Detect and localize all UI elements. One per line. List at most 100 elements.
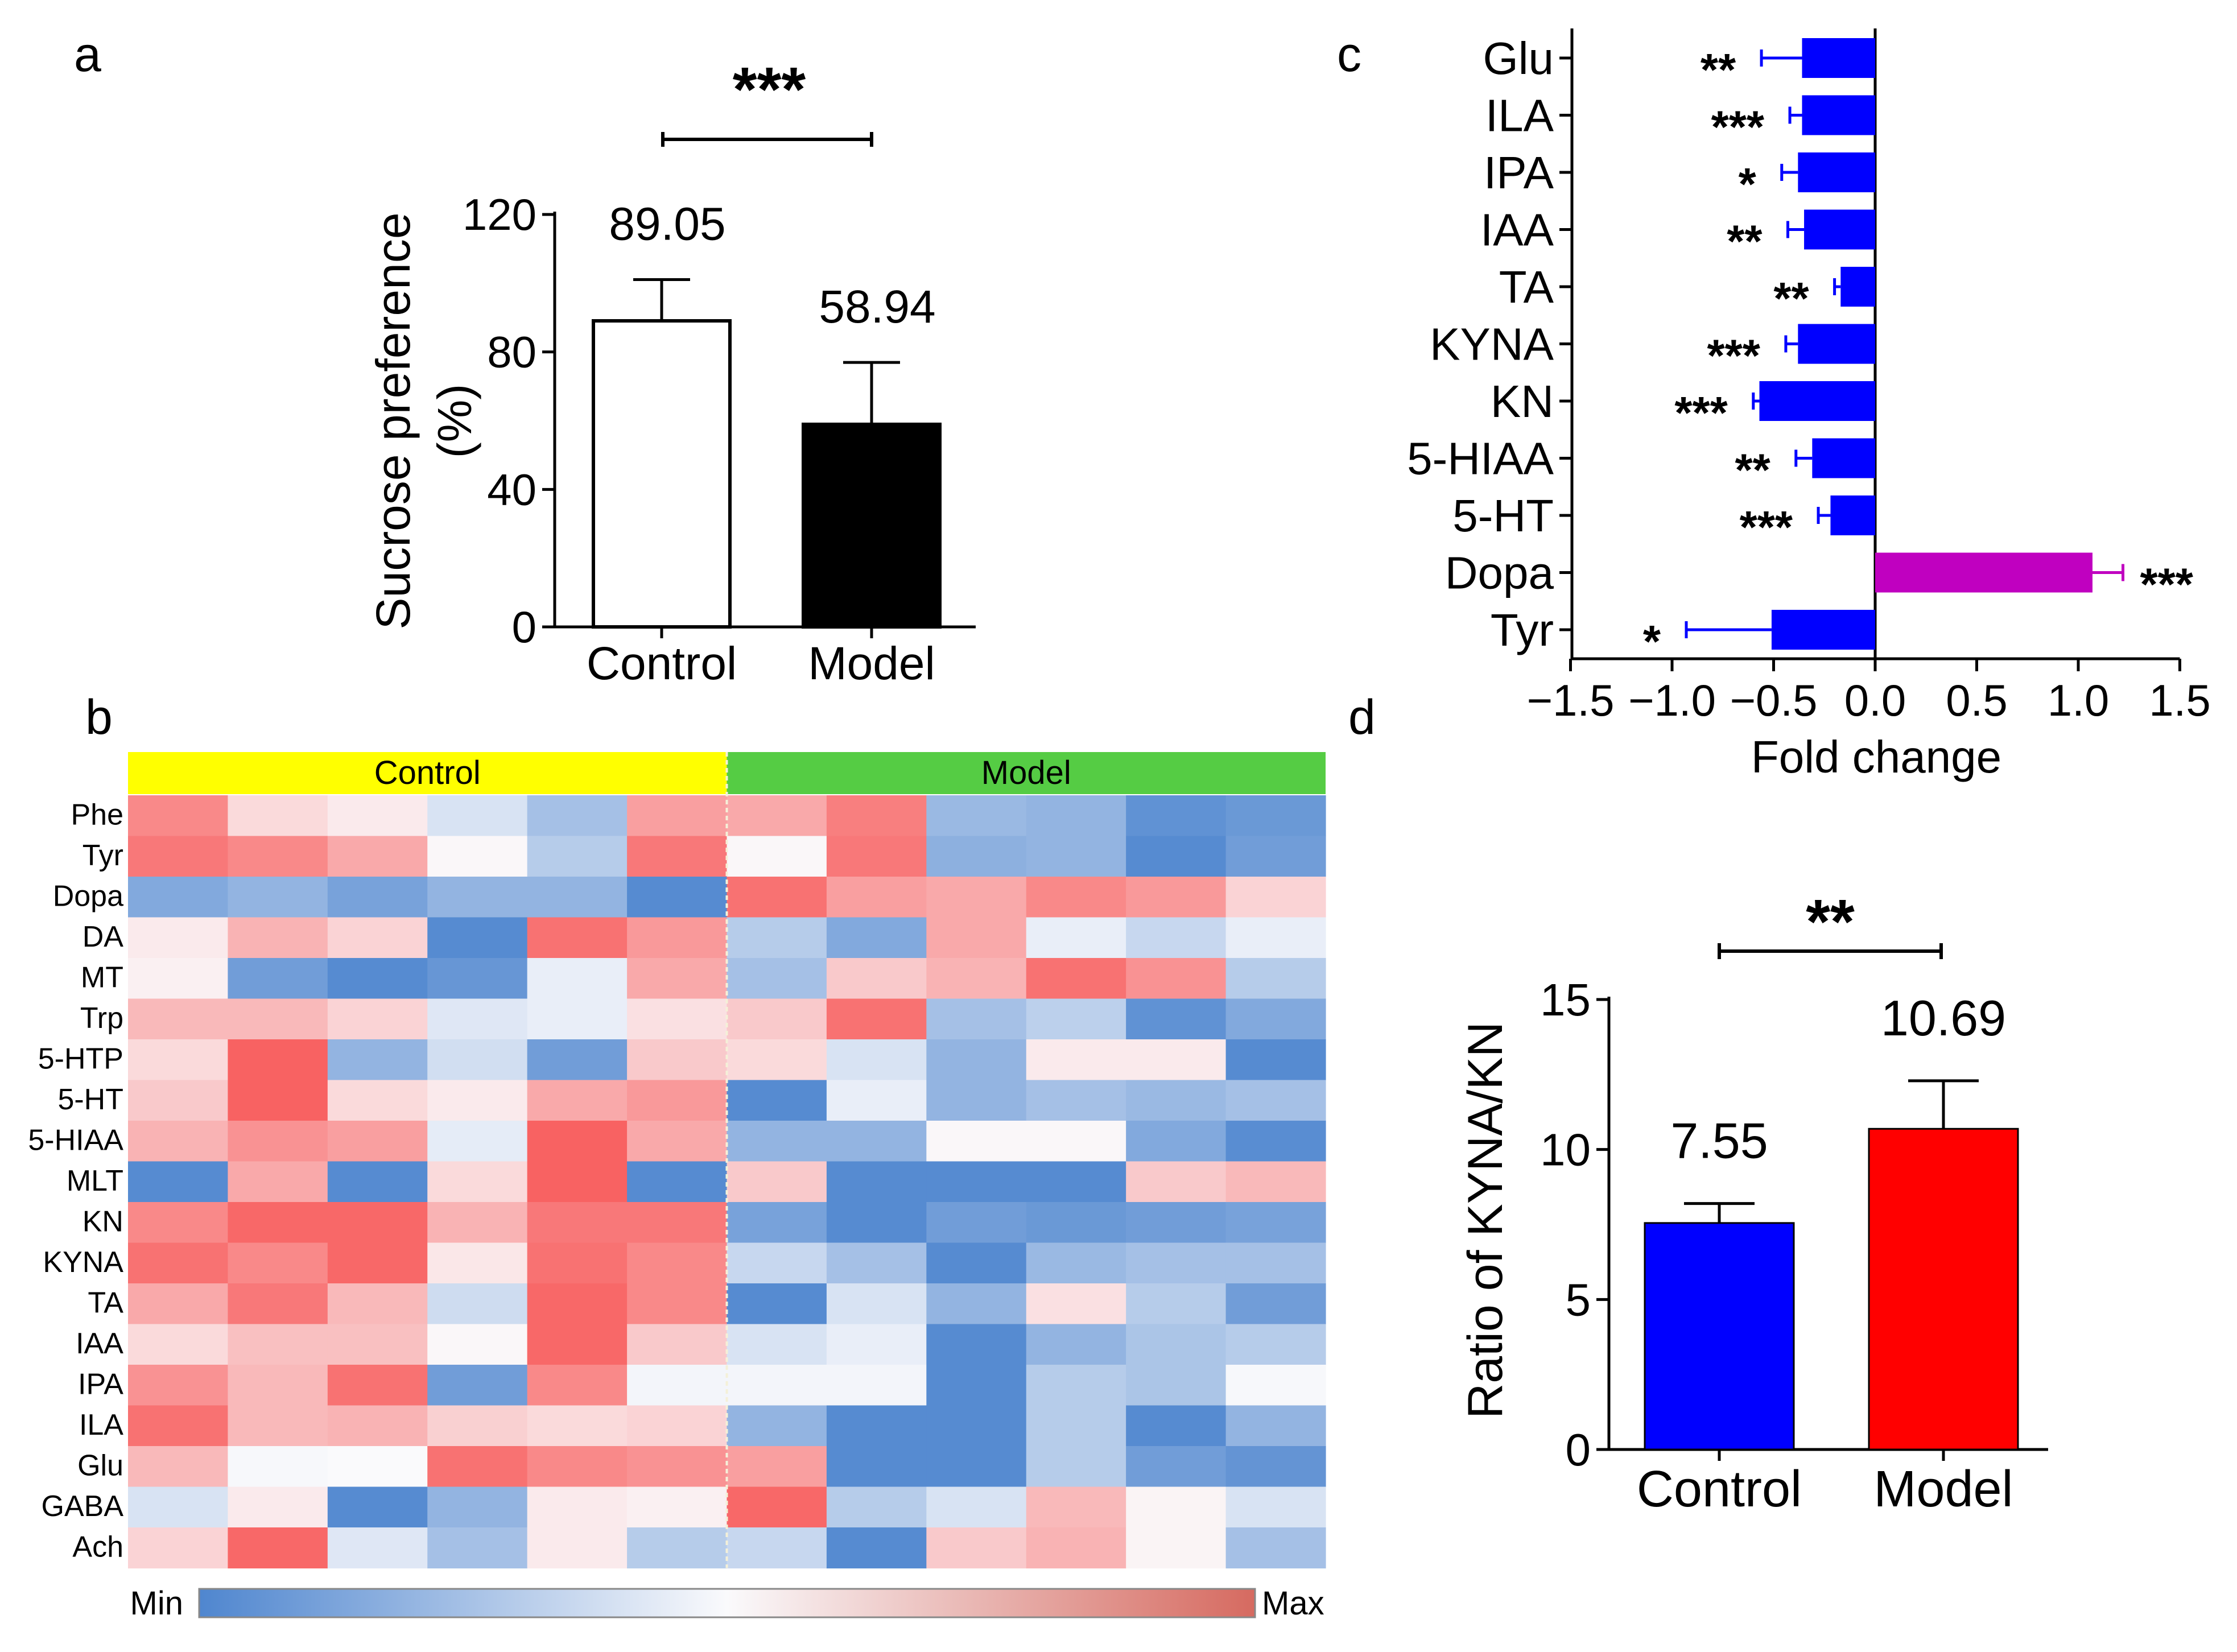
heatmap-row-label: 5-HIAA [28,1124,123,1157]
heatmap-cell [926,1324,1027,1365]
heatmap-cell [327,1283,428,1325]
heatmap-row-label: Dopa [53,879,123,912]
heatmap-cell [128,958,229,1000]
heatmap-cell [627,836,728,877]
heatmap-cell [128,1161,229,1203]
heatmap-row-label: KN [82,1205,123,1238]
heatmap-cell [527,1039,628,1081]
heatmap-cell [228,1324,328,1365]
heatmap-row-label: 5-HT [57,1083,123,1116]
category-label-c: 5-HT [1452,490,1554,541]
heatmap-cell [427,1405,528,1447]
heatmap-cell [926,1283,1027,1325]
heatmap-cell [826,917,927,959]
heatmap-cell [427,1121,528,1162]
heatmap-cell [1126,1283,1227,1325]
significance-c: *** [2140,559,2194,610]
heatmap-cell [926,1080,1027,1121]
panel-d-ratio-chart: 0 5 10 15 Control 7.55 Model 10.69 ** Ratio of KY… [1458,887,2048,1518]
x-tick-label-d: Model [1873,1461,2013,1518]
heatmap-cell [427,1080,528,1121]
heatmap-cell [228,1242,328,1284]
y-tick-label-a: 120 [463,189,536,239]
heatmap-cell [327,836,428,877]
bar-c-ila [1802,95,1875,135]
heatmap-row-label: Ach [72,1530,123,1563]
heatmap-cell [527,1486,628,1528]
category-label-c: Glu [1483,33,1554,84]
heatmap-cell [926,1486,1027,1528]
colorbar [198,1588,1256,1618]
heatmap-cell [1225,917,1326,959]
heatmap-cell [1126,1527,1227,1569]
significance-stars-a: *** [733,55,806,125]
heatmap-cell [228,1405,328,1447]
heatmap-cell [826,1080,927,1121]
group-label-model: Model [981,754,1071,791]
heatmap-cell [1126,795,1227,837]
heatmap-cell [327,1121,428,1162]
heatmap-cell [926,836,1027,877]
heatmap-cell [627,795,728,837]
heatmap-cell [128,1486,229,1528]
heatmap-cell [327,1405,428,1447]
heatmap-cell [826,1283,927,1325]
heatmap-cell [1026,795,1126,837]
heatmap-cell [128,1405,229,1447]
category-label-c: ILA [1485,90,1554,141]
heatmap-cell [327,1242,428,1284]
heatmap-cell [727,1039,827,1081]
group-band-control [128,752,727,794]
heatmap-cell [627,1365,728,1406]
heatmap-row-label: KYNA [43,1246,123,1279]
heatmap-cell [1225,1527,1326,1569]
heatmap-cell [527,795,628,837]
y-tick-label-a: 0 [512,602,536,652]
heatmap-cell [926,1121,1027,1162]
heatmap-cell [1225,998,1326,1040]
heatmap-cell [128,795,229,837]
heatmap-cell [1026,1486,1126,1528]
category-label-c: Dopa [1445,548,1554,598]
heatmap-row-label: IAA [76,1327,123,1360]
heatmap-cell [527,1161,628,1203]
heatmap-cell [327,795,428,837]
category-label-c: KN [1491,376,1554,427]
heatmap-cell [1026,1283,1126,1325]
heatmap-cell [627,877,728,918]
heatmap-cell [627,917,728,959]
heatmap-cell [727,1486,827,1528]
heatmap-cell [627,1242,728,1284]
heatmap-cell [128,1324,229,1365]
heatmap-cell [1026,917,1126,959]
heatmap-cell [427,1324,528,1365]
heatmap-cell [926,1039,1027,1081]
heatmap-cell [727,958,827,1000]
heatmap-cell [1225,958,1326,1000]
heatmap-cell [427,1446,528,1488]
category-label-c: TA [1499,262,1554,312]
heatmap-cell [527,998,628,1040]
heatmap-cell [527,1365,628,1406]
heatmap-cell [926,958,1027,1000]
heatmap-cell [826,1202,927,1244]
heatmap-cell [1225,877,1326,918]
heatmap-cell [427,1283,528,1325]
heatmap-cell [826,1446,927,1488]
heatmap-cell [727,1365,827,1406]
heatmap-cell [926,795,1027,837]
heatmap-cell [627,1283,728,1325]
heatmap-cell [826,1324,927,1365]
heatmap-cell [727,1446,827,1488]
heatmap-cell [627,1161,728,1203]
heatmap-cell [128,917,229,959]
bar-c-ipa [1798,152,1875,192]
heatmap-cell [1126,1039,1227,1081]
heatmap-cell [826,1365,927,1406]
heatmap-cell [1225,1365,1326,1406]
heatmap-cell [228,877,328,918]
heatmap-cell [527,1527,628,1569]
significance-c: * [1643,616,1661,667]
heatmap-cell [727,1242,827,1284]
